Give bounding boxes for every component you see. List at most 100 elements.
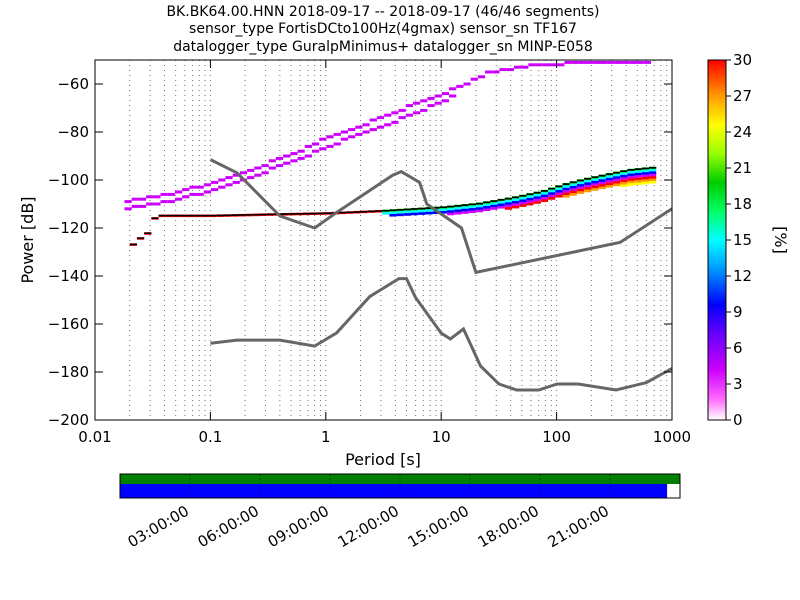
psd-cell: [555, 194, 563, 198]
psd-cell: [196, 185, 204, 189]
psd-cell: [512, 201, 520, 204]
psd-mode-line: [468, 203, 476, 206]
psd-cell: [643, 60, 651, 64]
psd-cell: [182, 188, 190, 192]
psd-cell: [614, 60, 623, 64]
psd-cell: [521, 65, 529, 69]
colorbar-tick-label: 3: [733, 375, 743, 393]
psd-cell: [196, 192, 204, 196]
psd-cell: [268, 159, 276, 163]
psd-mode-line: [360, 210, 368, 213]
psd-cell: [340, 130, 349, 134]
psd-cell: [513, 65, 522, 69]
psd-cell: [475, 207, 484, 210]
psd-cell: [211, 180, 219, 184]
psd-mode-line: [165, 214, 174, 217]
psd-cell: [138, 197, 147, 201]
psd-mode-line: [245, 214, 253, 216]
psd-cell: [576, 184, 585, 187]
psd-cell: [384, 113, 392, 117]
psd-mode-line: [512, 196, 520, 199]
psd-cell: [512, 198, 520, 202]
psd-cell: [189, 185, 197, 189]
psd-cell: [340, 137, 349, 141]
psd-cell: [396, 211, 404, 214]
psd-cell: [548, 189, 556, 193]
psd-mode-line: [302, 212, 311, 215]
psd-cell: [326, 135, 334, 139]
high-noise-model-line: [209, 158, 673, 275]
psd-cell: [398, 116, 406, 120]
psd-cell: [533, 193, 541, 197]
psd-cell: [591, 178, 599, 182]
psd-mode-line: [620, 170, 628, 172]
psd-cell: [468, 205, 476, 209]
psd-mode-line: [374, 210, 383, 212]
psd-mode-line: [411, 208, 419, 210]
psd-cell: [598, 186, 606, 190]
psd-cell: [247, 176, 255, 180]
x-tick-label: 100: [542, 428, 571, 446]
psd-cell: [389, 213, 397, 217]
psd-mode-line: [533, 191, 541, 194]
psd-cell: [348, 135, 356, 139]
psd-mode-line: [382, 209, 390, 212]
psd-cell: [612, 176, 621, 179]
x-axis-label: Period [s]: [345, 450, 421, 469]
psd-mode-line: [612, 171, 621, 174]
psd-cell: [634, 182, 642, 186]
psd-cell: [526, 197, 534, 201]
psd-mode-line: [187, 214, 195, 217]
psd-cell: [261, 164, 269, 168]
y-tick-label: −160: [48, 315, 89, 333]
psd-cell: [649, 178, 657, 182]
colorbar-tick-label: 0: [733, 411, 743, 429]
time-tick-label: 09:00:00: [265, 502, 332, 551]
psd-cell: [576, 181, 585, 185]
psd-cell: [586, 60, 594, 64]
psd-cell: [439, 210, 448, 214]
psd-cell: [412, 111, 421, 115]
psd-cell: [490, 204, 498, 208]
psd-cell: [512, 205, 520, 209]
psd-cell: [369, 128, 377, 132]
psd-cell: [598, 176, 606, 180]
psd-cell: [627, 180, 635, 184]
psd-cell: [584, 187, 592, 190]
psd-cell: [454, 211, 462, 215]
psd-cell: [461, 211, 469, 214]
psd-cell: [629, 60, 637, 64]
psd-mode-line: [591, 176, 599, 178]
psd-cell: [311, 142, 320, 146]
psd-cell: [497, 203, 505, 207]
psd-mode-line: [519, 194, 527, 197]
psd-cell: [174, 197, 183, 201]
psd-mode-line: [223, 214, 231, 217]
psd-mode-line: [634, 168, 642, 170]
psd-mode-line: [461, 204, 469, 206]
time-tick-label: 18:00:00: [475, 502, 542, 551]
psd-cell: [420, 99, 428, 103]
psd-cell: [362, 123, 370, 127]
psd-cell: [564, 60, 572, 64]
psd-cell: [576, 186, 585, 190]
psd-mode-line: [353, 211, 361, 213]
psd-mode-line: [447, 205, 455, 208]
time-tick-label: 15:00:00: [405, 502, 472, 551]
psd-cell: [333, 132, 341, 136]
y-tick-label: −60: [57, 75, 89, 93]
plot-frame: [94, 59, 673, 421]
psd-cell: [492, 70, 500, 74]
psd-cell: [533, 196, 541, 199]
chart-title-line-3: datalogger_type GuralpMinimus+ datalogge…: [173, 39, 593, 55]
psd-cell: [634, 180, 642, 183]
psd-mode-line: [483, 201, 491, 204]
psd-cell: [591, 183, 599, 186]
psd-cell: [641, 179, 650, 182]
psd-cell: [454, 207, 462, 210]
colorbar-tick-label: 15: [733, 231, 752, 249]
psd-cell: [490, 207, 498, 210]
psd-cell: [636, 60, 644, 64]
psd-mode-line: [288, 213, 296, 215]
psd-mode-line: [540, 190, 549, 192]
